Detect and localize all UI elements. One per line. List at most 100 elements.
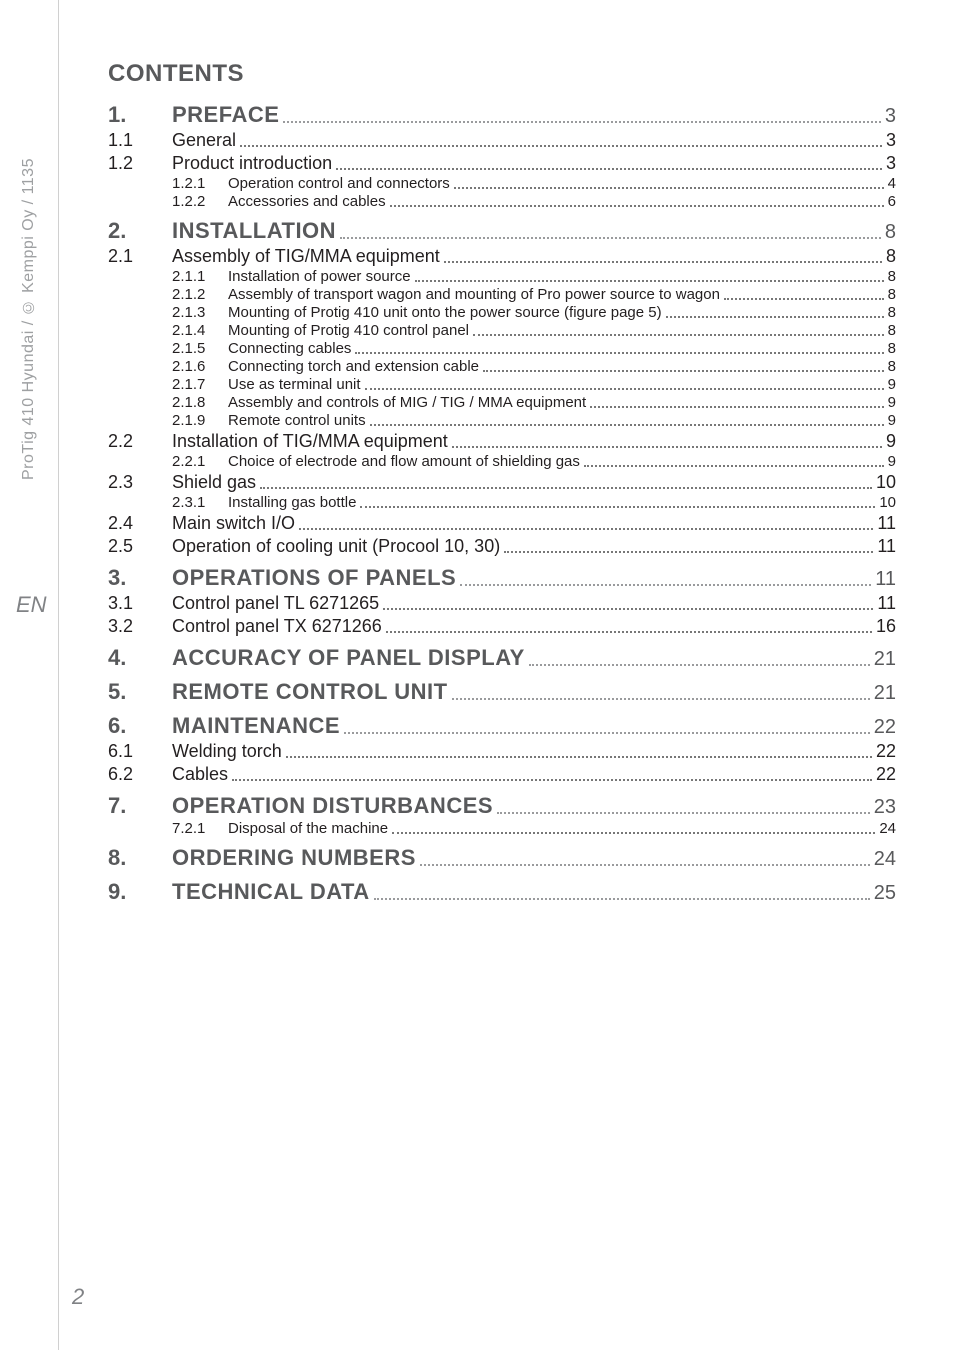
toc-page: 6	[888, 193, 896, 210]
toc-leader	[360, 506, 875, 508]
toc-label: Operation of cooling unit (Procool 10, 3…	[172, 536, 500, 557]
toc-number: 2.4	[108, 513, 172, 534]
toc-label: INSTALLATION	[172, 218, 336, 244]
toc-leader	[374, 898, 870, 900]
toc-page: 11	[877, 536, 896, 557]
toc-row: 6.MAINTENANCE22	[108, 713, 896, 739]
toc-page: 11	[877, 513, 896, 534]
toc-page: 8	[888, 340, 896, 357]
toc-label: Assembly and controls of MIG / TIG / MMA…	[228, 394, 586, 411]
toc-row: 8.ORDERING NUMBERS24	[108, 845, 896, 871]
toc-number: 4.	[108, 645, 172, 671]
toc-row: 3.1Control panel TL 627126511	[108, 593, 896, 614]
toc-leader	[383, 608, 873, 610]
toc-number: 1.2.1	[172, 175, 228, 192]
toc-leader	[483, 370, 884, 372]
toc-leader	[529, 664, 870, 666]
toc-page: 22	[876, 741, 896, 762]
toc-label: Accessories and cables	[228, 193, 386, 210]
toc-row: 2.1.9Remote control units9	[108, 412, 896, 429]
toc-leader	[497, 812, 870, 814]
toc-page: 9	[888, 412, 896, 429]
table-of-contents: 1.PREFACE31.1General31.2Product introduc…	[108, 102, 896, 905]
toc-number: 3.1	[108, 593, 172, 614]
toc-label: Installation of power source	[228, 268, 411, 285]
language-code: EN	[16, 592, 47, 618]
toc-row: 2.1.8Assembly and controls of MIG / TIG …	[108, 394, 896, 411]
toc-leader	[454, 187, 884, 189]
toc-page: 8	[888, 286, 896, 303]
toc-number: 6.1	[108, 741, 172, 762]
toc-row: 2.2.1Choice of electrode and flow amount…	[108, 453, 896, 470]
toc-page: 8	[888, 322, 896, 339]
toc-label: Mounting of Protig 410 unit onto the pow…	[228, 304, 662, 321]
toc-page: 25	[874, 882, 896, 905]
vertical-rule	[58, 0, 59, 1350]
toc-page: 24	[874, 848, 896, 871]
toc-label: TECHNICAL DATA	[172, 879, 370, 905]
toc-leader	[390, 205, 884, 207]
toc-leader	[452, 698, 870, 700]
toc-page: 8	[888, 268, 896, 285]
toc-leader	[444, 261, 882, 263]
toc-leader	[286, 756, 872, 758]
toc-leader	[232, 779, 872, 781]
toc-label: Mounting of Protig 410 control panel	[228, 322, 469, 339]
toc-number: 2.3	[108, 472, 172, 493]
toc-leader	[504, 551, 873, 553]
toc-label: ACCURACY OF PANEL DISPLAY	[172, 645, 525, 671]
toc-number: 1.1	[108, 130, 172, 151]
toc-label: Use as terminal unit	[228, 376, 361, 393]
toc-label: General	[172, 130, 236, 151]
toc-row: 3.2Control panel TX 6271266 16	[108, 616, 896, 637]
toc-number: 2.2	[108, 431, 172, 452]
toc-leader	[299, 528, 873, 530]
toc-page: 21	[874, 682, 896, 705]
toc-number: 1.	[108, 102, 172, 128]
toc-label: Assembly of transport wagon and mounting…	[228, 286, 720, 303]
toc-leader	[355, 352, 883, 354]
toc-leader	[460, 584, 871, 586]
toc-leader	[452, 446, 882, 448]
toc-leader	[370, 424, 884, 426]
toc-number: 2.1.9	[172, 412, 228, 429]
toc-label: Shield gas	[172, 472, 256, 493]
toc-page: 16	[876, 616, 896, 637]
toc-label: Operation control and connectors	[228, 175, 450, 192]
page-number: 2	[72, 1284, 84, 1310]
toc-row: 1.PREFACE3	[108, 102, 896, 128]
toc-label: Product introduction	[172, 153, 332, 174]
toc-number: 2.1.1	[172, 268, 228, 285]
toc-leader	[386, 631, 872, 633]
toc-leader	[365, 388, 884, 390]
toc-row: 1.2.2Accessories and cables6	[108, 193, 896, 210]
toc-page: 8	[886, 246, 896, 267]
toc-label: Choice of electrode and flow amount of s…	[228, 453, 580, 470]
toc-leader	[240, 145, 882, 147]
toc-number: 2.1.6	[172, 358, 228, 375]
toc-row: 2.1.4Mounting of Protig 410 control pane…	[108, 322, 896, 339]
toc-row: 2.5Operation of cooling unit (Procool 10…	[108, 536, 896, 557]
toc-number: 7.2.1	[172, 820, 228, 837]
toc-row: 6.1Welding torch22	[108, 741, 896, 762]
toc-row: 2.3Shield gas10	[108, 472, 896, 493]
toc-number: 6.	[108, 713, 172, 739]
toc-heading: CONTENTS	[108, 60, 896, 88]
toc-row: 5.REMOTE CONTROL UNIT21	[108, 679, 896, 705]
toc-page: 11	[875, 568, 896, 591]
toc-label: Control panel TX 6271266	[172, 616, 382, 637]
toc-number: 2.	[108, 218, 172, 244]
toc-number: 3.2	[108, 616, 172, 637]
toc-row: 1.2.1Operation control and connectors4	[108, 175, 896, 192]
toc-row: 7.2.1Disposal of the machine24	[108, 820, 896, 837]
toc-row: 2.INSTALLATION8	[108, 218, 896, 244]
toc-leader	[344, 732, 870, 734]
toc-page: 9	[888, 376, 896, 393]
toc-leader	[420, 864, 870, 866]
toc-leader	[584, 465, 884, 467]
toc-page: 24	[879, 820, 896, 837]
toc-row: 2.2Installation of TIG/MMA equipment9	[108, 431, 896, 452]
toc-page: 11	[877, 593, 896, 614]
toc-row: 2.1.7Use as terminal unit9	[108, 376, 896, 393]
toc-label: Assembly of TIG/MMA equipment	[172, 246, 440, 267]
